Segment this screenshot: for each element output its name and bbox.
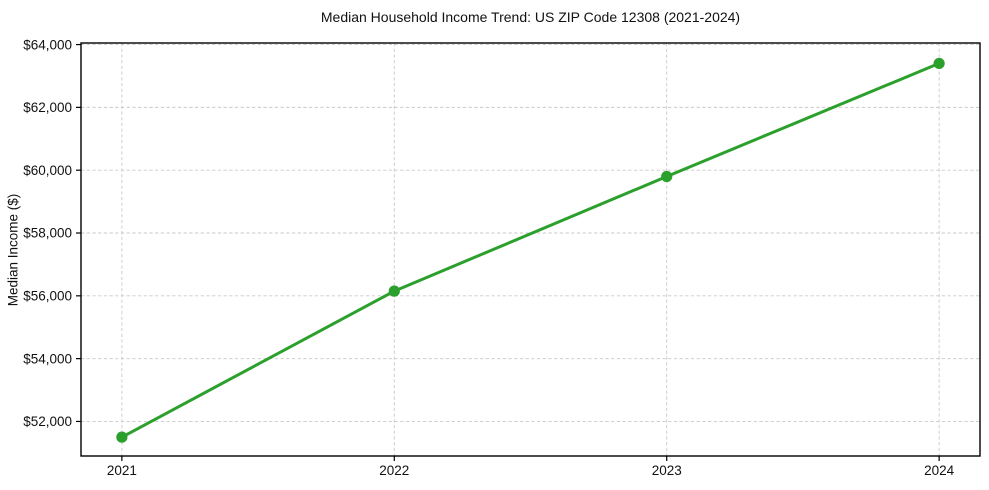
- x-tick-label: 2021: [107, 463, 137, 478]
- income-trend-line: [120, 61, 941, 439]
- y-tick-label: $54,000: [23, 351, 72, 366]
- data-point-marker: [661, 170, 673, 183]
- y-tick-label: $64,000: [23, 37, 72, 52]
- x-tick-label: 2022: [379, 463, 409, 478]
- plot-border: [80, 42, 981, 457]
- y-axis-label: Median Income ($): [5, 193, 21, 307]
- data-point-marker: [388, 285, 400, 297]
- y-tick-label: $56,000: [23, 289, 72, 304]
- x-tick-label: 2024: [924, 463, 955, 478]
- y-tick-label: $58,000: [23, 226, 72, 241]
- y-tick-label: $52,000: [23, 414, 72, 429]
- x-tick-label: 2023: [652, 463, 682, 478]
- y-tick-label: $62,000: [23, 100, 72, 115]
- chart-title: Median Household Income Trend: US ZIP Co…: [320, 9, 741, 25]
- data-point-marker: [116, 431, 128, 443]
- data-point-marker: [933, 57, 945, 70]
- y-tick-label: $60,000: [23, 163, 72, 178]
